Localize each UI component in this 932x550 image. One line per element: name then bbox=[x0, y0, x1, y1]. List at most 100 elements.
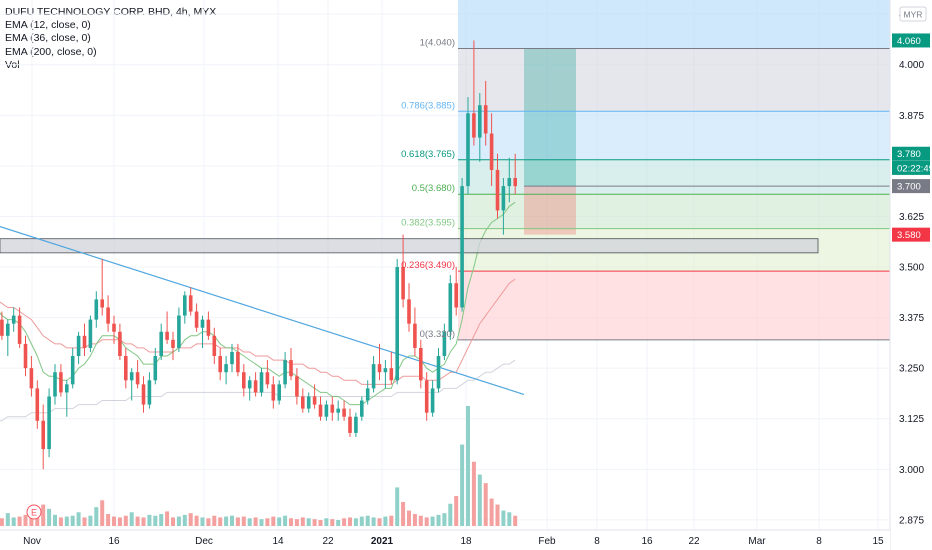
volume-bar bbox=[448, 503, 453, 526]
volume-bar bbox=[206, 518, 211, 526]
candle-body bbox=[265, 372, 270, 385]
candle bbox=[129, 368, 134, 401]
legend-ema12[interactable]: EMA (12, close, 0) bbox=[5, 19, 91, 32]
candle-body bbox=[200, 319, 205, 328]
ema36-line bbox=[0, 278, 516, 385]
candle bbox=[354, 412, 358, 437]
candle bbox=[177, 307, 181, 352]
candle bbox=[6, 319, 10, 357]
candle bbox=[295, 368, 299, 405]
candle-body bbox=[59, 372, 63, 393]
candle-body bbox=[53, 372, 57, 397]
volume-bar bbox=[200, 517, 205, 526]
candle-body bbox=[348, 416, 352, 433]
candle bbox=[336, 400, 340, 421]
candle-body bbox=[330, 404, 335, 413]
volume-bar bbox=[271, 516, 276, 526]
candle bbox=[330, 396, 335, 421]
candle-body bbox=[106, 307, 110, 324]
candle bbox=[112, 315, 116, 344]
candle-body bbox=[141, 384, 146, 405]
volume-bar bbox=[312, 519, 317, 526]
volume-bar bbox=[171, 517, 175, 526]
candle-body bbox=[513, 178, 517, 187]
volume-bar bbox=[389, 515, 394, 526]
volume-bar bbox=[147, 514, 152, 526]
volume-bar bbox=[106, 514, 111, 526]
candle bbox=[206, 311, 211, 340]
candle-body bbox=[301, 396, 305, 409]
candle bbox=[94, 291, 99, 328]
candle-body bbox=[389, 368, 394, 381]
candle bbox=[424, 372, 429, 421]
fibonacci-labels: 1(4.040) 0.786(3.885) 0.618(3.765) 0.5(3.68… bbox=[401, 38, 455, 340]
volume-bar bbox=[353, 518, 358, 526]
candle-body bbox=[183, 295, 187, 316]
volume-bar bbox=[76, 512, 81, 526]
candle-body bbox=[124, 356, 128, 381]
candle bbox=[360, 396, 364, 421]
time-tick-label: Nov bbox=[23, 536, 41, 547]
candle bbox=[135, 360, 140, 389]
user-drawings[interactable] bbox=[0, 225, 819, 396]
price-axis[interactable]: 4.1254.0003.8753.7503.6253.5003.3753.250… bbox=[889, 0, 932, 550]
time-axis[interactable]: Nov 16 Dec 14 22 2021 18 Feb 8 16 22 Mar 8 15 bbox=[0, 529, 890, 550]
candle bbox=[47, 388, 51, 458]
candle bbox=[454, 267, 458, 316]
candle-body bbox=[324, 404, 329, 417]
candle bbox=[159, 323, 163, 361]
fib-level-label: 0(3.320) bbox=[420, 329, 455, 340]
legend-ema200[interactable]: EMA (200, close, 0) bbox=[5, 45, 97, 58]
candle bbox=[507, 157, 512, 203]
volume-bar bbox=[495, 504, 500, 526]
volume-bar bbox=[247, 518, 252, 526]
position-profit-zone bbox=[524, 48, 576, 187]
volume-bar bbox=[117, 517, 122, 526]
fib-zone bbox=[458, 159, 890, 195]
candle bbox=[401, 234, 405, 308]
candle bbox=[212, 327, 217, 365]
volume-bar bbox=[224, 516, 229, 526]
symbol-title[interactable]: DUFU TECHNOLOGY CORP. BHD, 4h, MYX bbox=[5, 6, 217, 18]
volume-bar bbox=[5, 513, 10, 526]
price-tick-label: 3.125 bbox=[899, 414, 924, 425]
candle-body bbox=[82, 335, 87, 348]
volume-bar bbox=[241, 516, 246, 526]
price-label: 3.580 bbox=[897, 230, 921, 241]
candle-body bbox=[206, 319, 211, 336]
candle-body bbox=[135, 372, 140, 385]
candle bbox=[53, 364, 57, 405]
candle-body bbox=[0, 319, 4, 336]
volume-bar bbox=[129, 512, 134, 526]
volume-bar bbox=[436, 514, 441, 526]
candle bbox=[389, 351, 394, 385]
candle bbox=[377, 343, 382, 381]
time-tick-label: 18 bbox=[460, 536, 472, 547]
candle bbox=[383, 360, 388, 389]
time-tick-label: 8 bbox=[816, 536, 822, 547]
legend-ema36[interactable]: EMA (36, close, 0) bbox=[5, 32, 91, 45]
volume-bar bbox=[218, 517, 223, 526]
candle-body bbox=[6, 323, 10, 336]
candles[interactable]: E bbox=[0, 40, 517, 520]
candle-body bbox=[430, 388, 435, 413]
time-tick-label: 15 bbox=[872, 536, 884, 547]
volume-bar bbox=[235, 517, 240, 526]
candle bbox=[11, 307, 16, 332]
volume-bar bbox=[395, 487, 400, 526]
volume-bar bbox=[153, 515, 158, 526]
volume-bar bbox=[365, 515, 370, 526]
fibonacci-retracement[interactable] bbox=[458, 48, 890, 341]
ema12-line bbox=[0, 201, 516, 406]
volume-bar bbox=[259, 519, 264, 526]
volume-bar bbox=[513, 515, 518, 526]
volume-bar bbox=[401, 502, 406, 526]
volume-bar bbox=[294, 519, 299, 526]
volume-bar bbox=[318, 520, 323, 526]
volume-bar bbox=[0, 518, 4, 526]
volume-bar bbox=[483, 483, 488, 526]
candle bbox=[88, 315, 93, 352]
candle-body bbox=[236, 351, 240, 373]
candle bbox=[271, 376, 276, 409]
